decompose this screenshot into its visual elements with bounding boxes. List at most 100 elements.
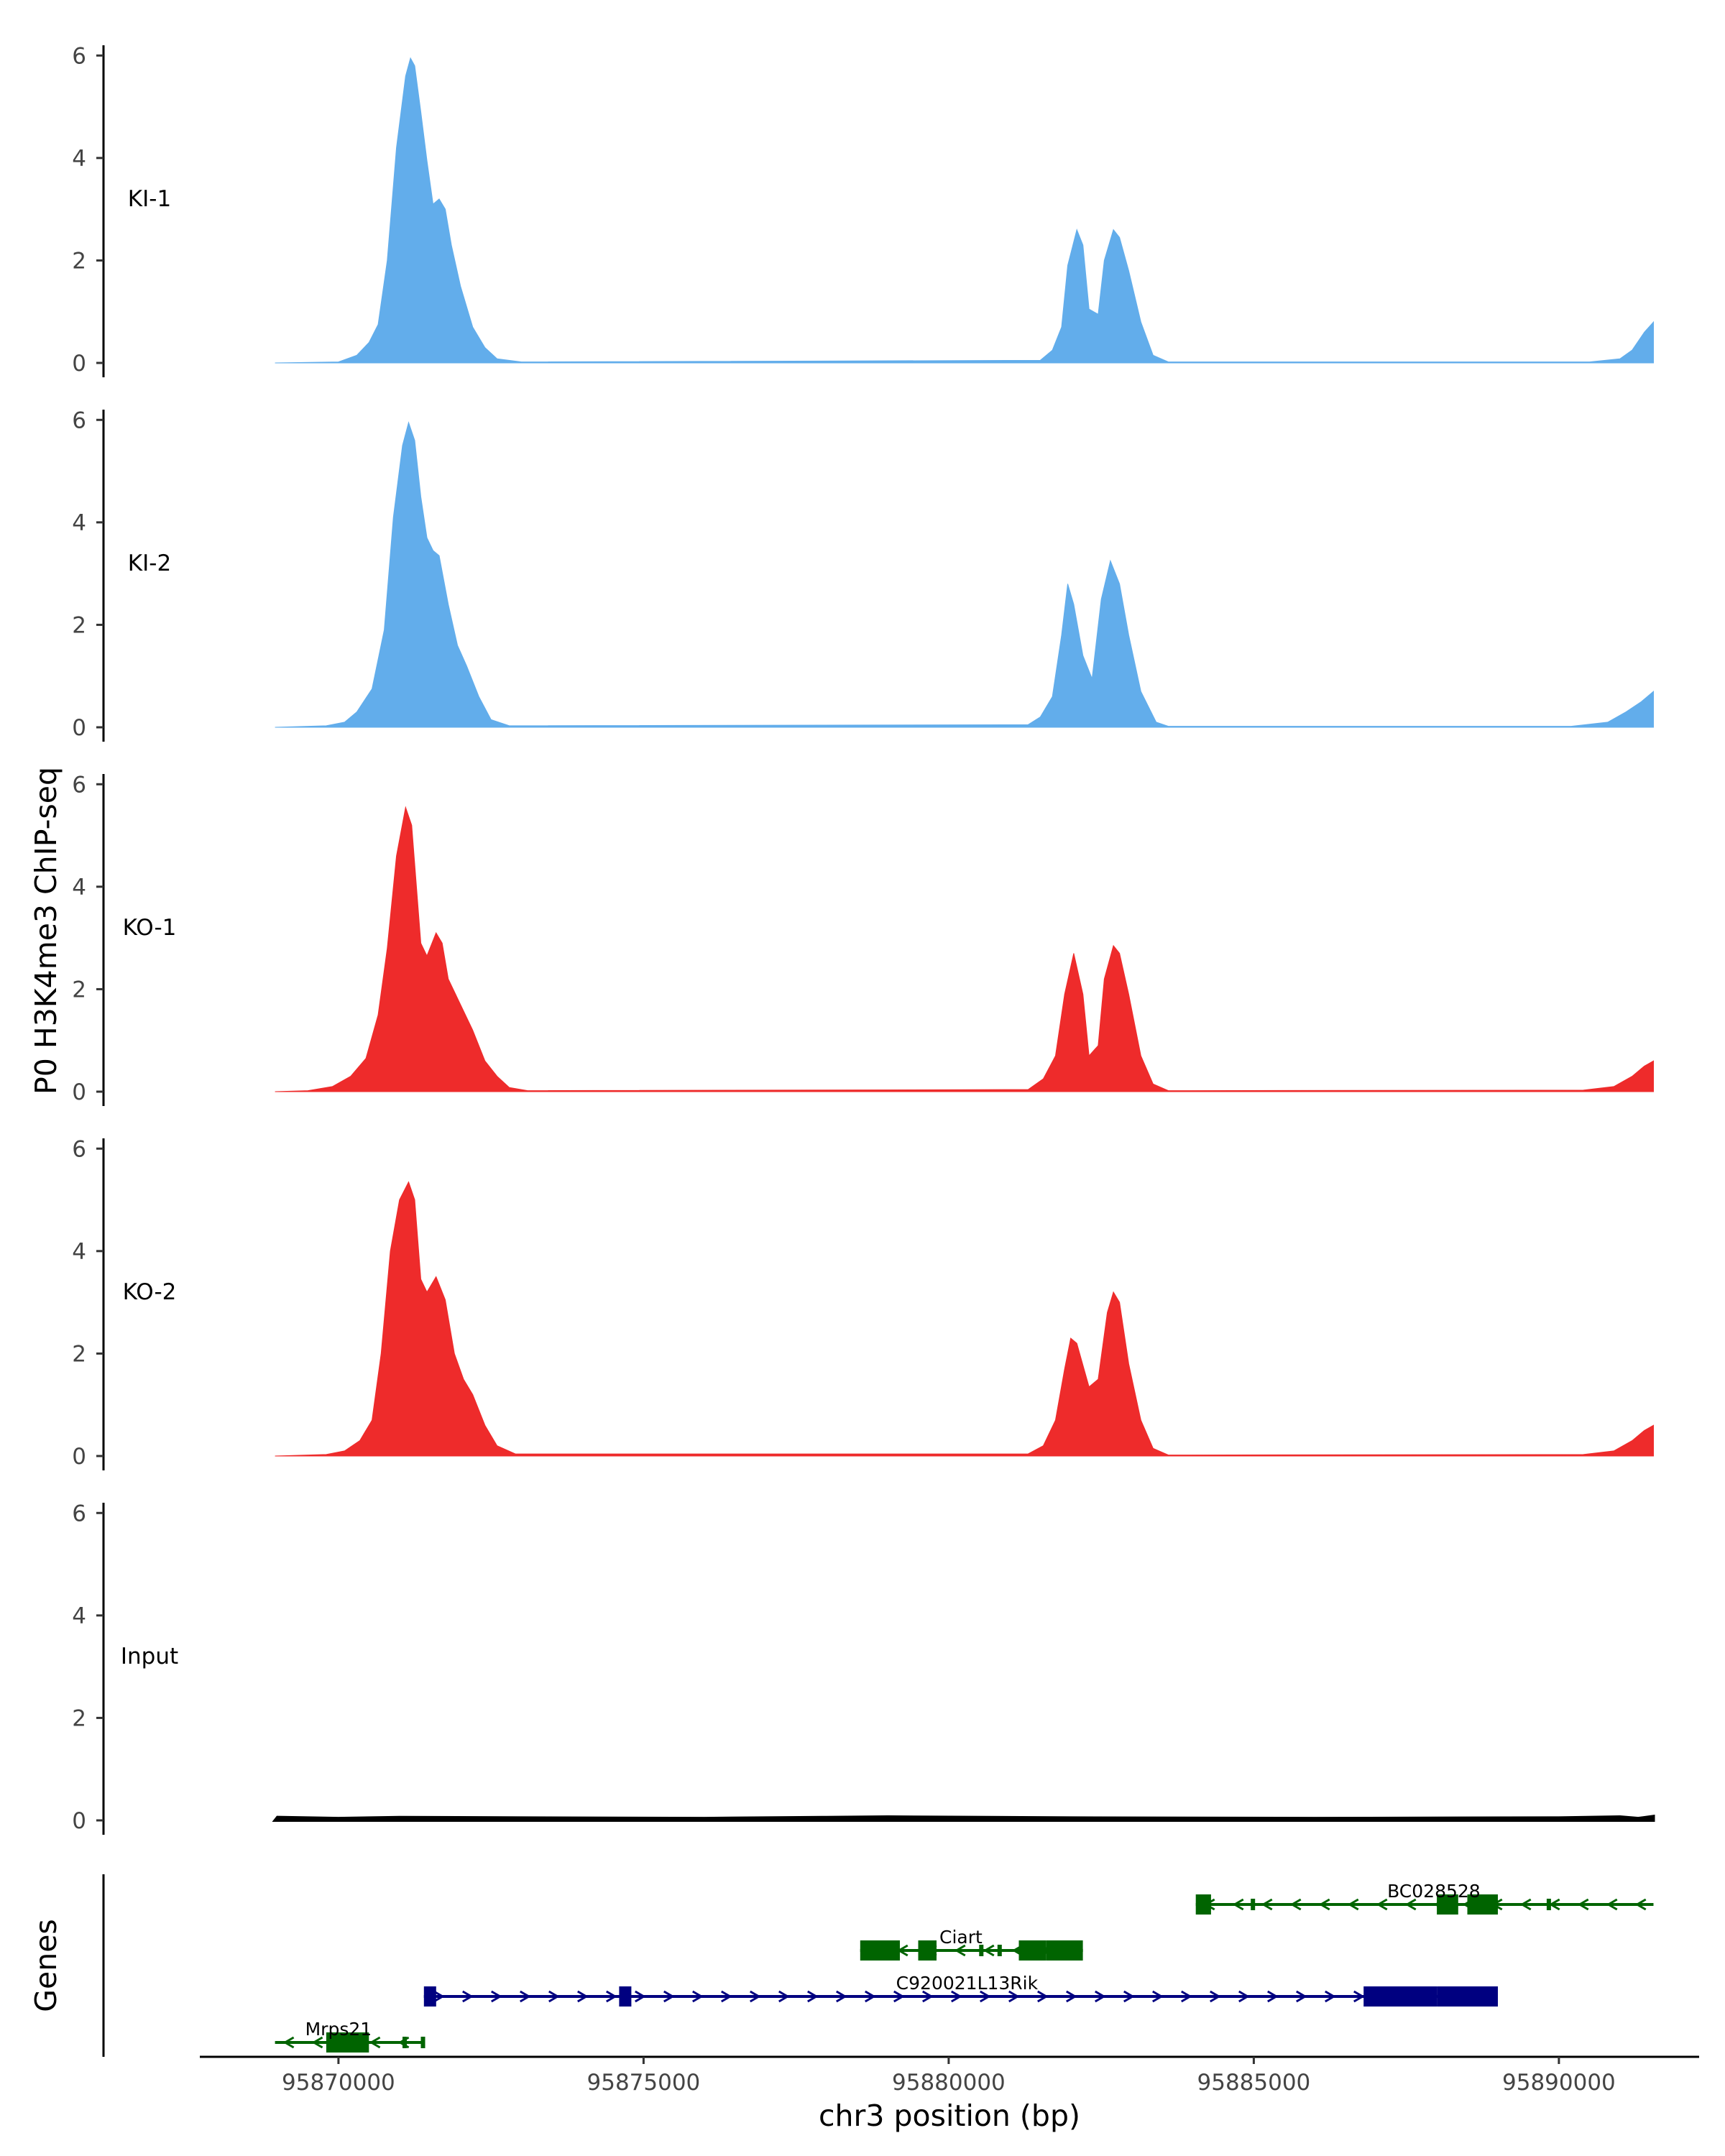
strand-arrow <box>1353 1990 1365 2003</box>
gene-exon <box>326 2032 369 2053</box>
strand-arrow <box>692 1990 704 2003</box>
gene-label: C920021L13Rik <box>896 1973 1039 1994</box>
gene-exon <box>979 1945 984 1956</box>
gene-exon <box>1018 1940 1046 1961</box>
gene-ciart: Ciart <box>860 1927 1083 1961</box>
track-ki-2: 0 2 4 6 KI-2 <box>72 407 1654 742</box>
strand-arrow <box>1289 1898 1302 1911</box>
y-tick-label: 4 <box>72 875 86 900</box>
strand-arrow <box>369 2036 381 2049</box>
gene-exon <box>619 1986 632 2007</box>
gene-label: BC028528 <box>1387 1881 1481 1902</box>
y-axis-title: P0 H3K4me3 ChIP-seq <box>29 767 63 1095</box>
strand-arrow <box>1296 1990 1307 2003</box>
strand-arrow <box>836 1990 847 2003</box>
strand-arrow <box>778 1990 790 2003</box>
strand-arrow <box>1404 1898 1417 1911</box>
strand-arrow <box>1123 1990 1135 2003</box>
x-tick-label: 95880000 <box>892 2070 1006 2096</box>
strand-arrow <box>807 1990 819 2003</box>
y-tick-label: 2 <box>72 248 86 274</box>
genes-axis-title: Genes <box>29 1919 63 2012</box>
track-ko-1: 0 2 4 6 KO-1 <box>72 772 1654 1106</box>
strand-arrow <box>1152 1990 1164 2003</box>
y-tick-label: 4 <box>72 146 86 172</box>
gene-exon <box>1546 1899 1551 1910</box>
coverage-area-ko-2 <box>275 1181 1654 1457</box>
y-tick-label: 0 <box>72 1079 86 1105</box>
gene-exon <box>1467 1894 1498 1915</box>
strand-arrow <box>983 1944 995 1957</box>
strand-arrow <box>548 1990 560 2003</box>
y-tick-label: 2 <box>72 977 86 1003</box>
strand-arrow <box>1008 1990 1020 2003</box>
track-label-ko-2: KO-2 <box>123 1279 177 1305</box>
strand-arrow <box>1376 1898 1388 1911</box>
strand-arrow <box>951 1990 962 2003</box>
gene-exon <box>918 1940 937 1961</box>
track-input: 0 2 4 6 Input <box>72 1501 1655 1835</box>
coverage-area-ko-1 <box>275 806 1654 1092</box>
y-tick-label: 0 <box>72 1808 86 1834</box>
track-label-ki-2: KI-2 <box>128 550 171 576</box>
strand-arrow <box>1634 1898 1647 1911</box>
strand-arrow <box>311 2036 323 2049</box>
gene-exon <box>402 2037 407 2048</box>
strand-arrow <box>282 2036 295 2049</box>
y-tick-label: 0 <box>72 1444 86 1470</box>
strand-arrow <box>1261 1898 1273 1911</box>
gene-exon <box>997 1945 1002 1956</box>
strand-arrow <box>1347 1898 1359 1911</box>
y-tick-label: 6 <box>72 1501 86 1526</box>
strand-arrow <box>1066 1990 1077 2003</box>
y-tick-label: 6 <box>72 1136 86 1162</box>
track-label-ko-1: KO-1 <box>123 915 177 941</box>
y-tick-label: 4 <box>72 510 86 536</box>
gene-annotation-panel: BC028528 Ciart C920021L13Rik Mrps21 <box>102 1874 1654 2057</box>
gene-c920021l13rik: C920021L13Rik <box>423 1973 1498 2007</box>
gene-exon <box>860 1940 900 1961</box>
strand-arrow <box>1577 1898 1589 1911</box>
track-ki-1: 0 2 4 6 KI-1 <box>72 43 1654 377</box>
x-tick-label: 95875000 <box>587 2070 701 2096</box>
strand-arrow <box>721 1990 732 2003</box>
strand-arrow <box>893 1990 905 2003</box>
strand-arrow <box>1267 1990 1279 2003</box>
gene-exon <box>1195 1894 1211 1915</box>
gene-bc028528: BC028528 <box>1195 1881 1654 1915</box>
gene-exon <box>420 2037 426 2048</box>
y-tick-label: 2 <box>72 1705 86 1731</box>
gene-exon <box>1437 1894 1458 1915</box>
strand-arrow <box>1519 1898 1532 1911</box>
x-tick-label: 95890000 <box>1502 2070 1616 2096</box>
x-axis-title: chr3 position (bp) <box>819 2099 1080 2133</box>
strand-arrow <box>462 1990 474 2003</box>
strand-arrow <box>433 1990 445 2003</box>
strand-arrow <box>1037 1990 1049 2003</box>
y-tick-label: 4 <box>72 1239 86 1265</box>
strand-arrow <box>520 1990 531 2003</box>
x-tick-label: 95885000 <box>1197 2070 1311 2096</box>
gene-exon <box>1437 1986 1498 2007</box>
y-tick-label: 2 <box>72 612 86 638</box>
strand-arrow <box>606 1990 617 2003</box>
strand-arrow <box>635 1990 646 2003</box>
strand-arrow <box>1181 1990 1192 2003</box>
coverage-area-ki-1 <box>275 57 1654 364</box>
y-tick-label: 6 <box>72 43 86 69</box>
gene-exon <box>423 1986 436 2007</box>
gene-exon <box>1046 1940 1083 1961</box>
coverage-area-ki-2 <box>275 421 1654 728</box>
y-tick-label: 0 <box>72 715 86 741</box>
strand-arrow <box>750 1990 761 2003</box>
x-tick-label: 95870000 <box>282 2070 395 2096</box>
track-label-ki-1: KI-1 <box>128 186 171 212</box>
gene-exon <box>1363 1986 1438 2007</box>
y-tick-label: 4 <box>72 1603 86 1629</box>
strand-arrow <box>1325 1990 1336 2003</box>
gene-label: Ciart <box>939 1927 983 1948</box>
y-tick-label: 6 <box>72 407 86 433</box>
strand-arrow <box>1095 1990 1106 2003</box>
gene-mrps21: Mrps21 <box>275 2019 426 2053</box>
